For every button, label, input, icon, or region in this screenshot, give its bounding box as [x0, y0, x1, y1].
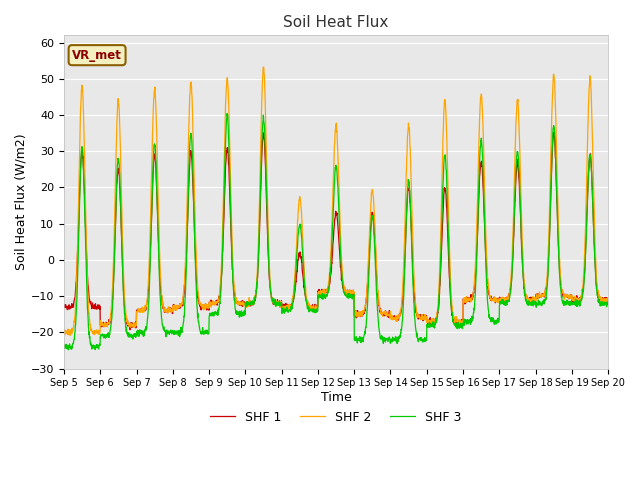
SHF 1: [604, 296, 612, 302]
SHF 2: [495, 297, 502, 303]
SHF 3: [212, 309, 220, 315]
SHF 3: [352, 335, 360, 341]
SHF 1: [494, 296, 502, 302]
SHF 3: [557, 284, 564, 290]
SHF 1: [60, 303, 68, 309]
Line: SHF 3: SHF 3: [64, 114, 608, 350]
SHF 1: [126, 327, 134, 333]
SHF 3: [364, 291, 372, 297]
Line: SHF 1: SHF 1: [64, 132, 608, 330]
Text: VR_met: VR_met: [72, 48, 122, 61]
SHF 3: [572, 297, 579, 302]
SHF 3: [60, 344, 68, 350]
Y-axis label: Soil Heat Flux (W/m2): Soil Heat Flux (W/m2): [15, 133, 28, 270]
SHF 2: [364, 268, 372, 274]
Line: SHF 2: SHF 2: [64, 67, 608, 336]
SHF 2: [212, 301, 220, 307]
SHF 2: [572, 296, 579, 302]
Legend: SHF 1, SHF 2, SHF 3: SHF 1, SHF 2, SHF 3: [205, 406, 467, 429]
X-axis label: Time: Time: [321, 391, 351, 404]
SHF 3: [65, 347, 72, 353]
SHF 1: [364, 279, 371, 285]
SHF 2: [604, 297, 612, 303]
SHF 3: [223, 111, 231, 117]
SHF 1: [572, 296, 579, 301]
SHF 1: [352, 310, 360, 316]
SHF 2: [60, 331, 68, 337]
SHF 3: [604, 300, 612, 306]
Title: Soil Heat Flux: Soil Heat Flux: [284, 15, 388, 30]
SHF 2: [259, 64, 267, 70]
SHF 3: [495, 318, 502, 324]
SHF 1: [212, 298, 220, 304]
SHF 1: [557, 277, 564, 283]
SHF 2: [66, 333, 74, 338]
SHF 2: [557, 273, 564, 279]
SHF 2: [352, 308, 360, 314]
SHF 1: [550, 130, 557, 135]
